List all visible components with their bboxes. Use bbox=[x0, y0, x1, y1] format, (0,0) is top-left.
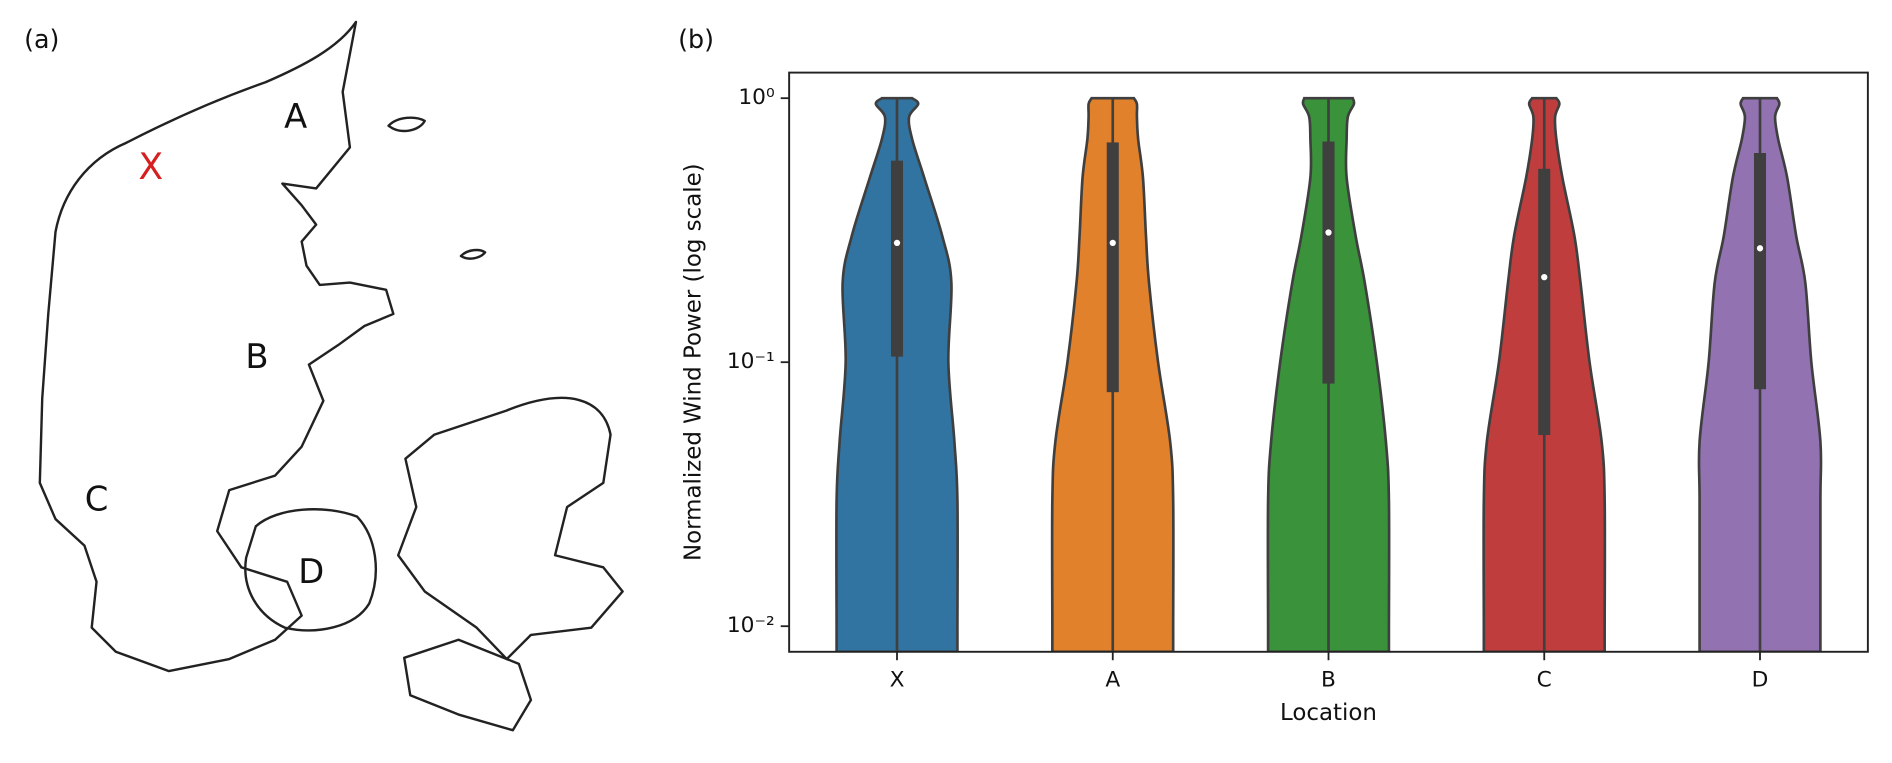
median-dot bbox=[893, 239, 901, 247]
iqr-box bbox=[1322, 141, 1335, 384]
funen-outline bbox=[244, 508, 377, 632]
site-marker: X bbox=[138, 145, 163, 188]
lolland-outline bbox=[403, 638, 533, 732]
median-dot bbox=[1541, 273, 1548, 281]
map-panel: (a) A B C D X bbox=[24, 20, 624, 732]
x-tick-label: C bbox=[1537, 668, 1552, 693]
x-tick-label: D bbox=[1752, 668, 1769, 693]
median-dot bbox=[1756, 245, 1764, 252]
y-tick-label: 10⁻² bbox=[727, 613, 775, 638]
islet bbox=[387, 116, 426, 133]
median-dot bbox=[1109, 239, 1116, 247]
plot-frame bbox=[788, 71, 1869, 653]
panel-label: (a) bbox=[24, 24, 59, 54]
islet bbox=[459, 248, 487, 260]
x-axis-label: Location bbox=[1280, 700, 1377, 726]
region-label: C bbox=[85, 479, 109, 518]
region-label: D bbox=[298, 552, 324, 591]
plot-area bbox=[835, 96, 1823, 652]
iqr-box bbox=[1106, 142, 1119, 393]
iqr-box bbox=[1753, 152, 1767, 390]
zealand-outline bbox=[396, 396, 624, 661]
jutland-outline bbox=[38, 20, 395, 673]
region-label: A bbox=[284, 97, 307, 136]
violin-panel: (b) Location Normalized Wind Power (log … bbox=[678, 24, 1869, 726]
iqr-box bbox=[890, 160, 904, 357]
x-tick-label: A bbox=[1105, 668, 1120, 693]
panel-label: (b) bbox=[678, 24, 714, 54]
x-tick-label: X bbox=[890, 668, 905, 693]
median-dot bbox=[1325, 229, 1332, 236]
region-label: B bbox=[245, 337, 268, 376]
y-axis-label: Normalized Wind Power (log scale) bbox=[680, 163, 706, 561]
y-tick-label: 10⁰ bbox=[738, 85, 774, 110]
y-tick-label: 10⁻¹ bbox=[727, 349, 775, 374]
iqr-box bbox=[1538, 168, 1551, 435]
x-tick-label: B bbox=[1321, 668, 1336, 693]
